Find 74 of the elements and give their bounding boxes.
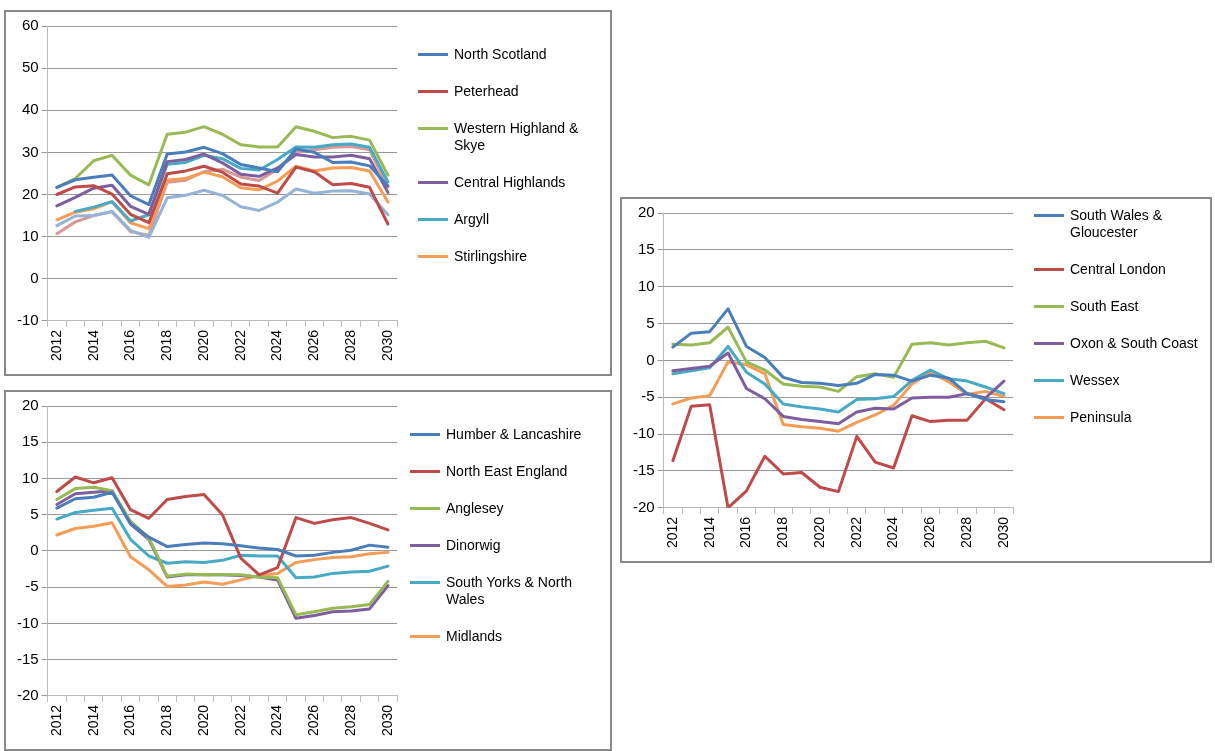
- y-tick-label: 10: [637, 276, 655, 294]
- x-tick-label: 2028: [342, 704, 359, 737]
- x-tick-label: 2014: [700, 516, 717, 549]
- y-tick-label: -20: [632, 498, 655, 515]
- x-tick-label: 2016: [737, 516, 754, 549]
- y-tick-label: 20: [21, 396, 39, 414]
- legend-label: Western Highland & Skye: [454, 120, 579, 153]
- y-tick-label: -15: [16, 649, 39, 667]
- x-tick-label: 2018: [158, 329, 175, 362]
- legend-label: Peterhead: [454, 83, 519, 99]
- x-tick-label: 2022: [231, 704, 248, 737]
- legend-label: North East England: [446, 463, 568, 479]
- legend-label: Anglesey: [446, 500, 504, 516]
- y-tick-label: 0: [30, 268, 39, 286]
- legend-label: Humber & Lancashire: [446, 426, 582, 442]
- x-tick-label: 2014: [84, 704, 101, 737]
- legend-label: South Yorks & North Wales: [446, 574, 573, 607]
- legend-label: Dinorwig: [446, 537, 501, 553]
- x-tick-label: 2016: [121, 704, 138, 737]
- legend-label: Central Highlands: [454, 174, 566, 190]
- x-tick-label: 2012: [663, 516, 680, 549]
- y-tick-label: -5: [25, 577, 39, 595]
- x-tick-label: 2024: [268, 704, 285, 737]
- y-tick-label: 20: [21, 184, 39, 202]
- y-tick-label: -15: [632, 461, 655, 479]
- x-tick-label: 2016: [121, 329, 138, 362]
- x-tick-label: 2012: [47, 704, 64, 737]
- x-tick-label: 2028: [958, 516, 975, 549]
- y-tick-label: 50: [21, 58, 39, 76]
- legend-label: South Wales & Gloucester: [1070, 207, 1163, 240]
- x-tick-label: 2026: [921, 516, 938, 549]
- x-tick-label: 2018: [774, 516, 791, 549]
- y-tick-label: -5: [641, 387, 655, 405]
- y-tick-label: -10: [16, 311, 39, 328]
- x-tick-label: 2020: [194, 704, 211, 737]
- x-tick-label: 2026: [305, 704, 322, 737]
- x-tick-label: 2012: [47, 329, 64, 362]
- y-tick-label: -10: [632, 424, 655, 442]
- y-tick-label: 5: [30, 504, 39, 522]
- legend-label: Argyll: [454, 211, 490, 227]
- legend-label: Peninsula: [1070, 409, 1132, 425]
- x-tick-label: 2020: [194, 329, 211, 362]
- y-tick-label: 60: [21, 16, 39, 34]
- legend-label: Central London: [1070, 261, 1166, 277]
- legend-label: Wessex: [1070, 372, 1120, 388]
- y-tick-label: 30: [21, 142, 39, 160]
- y-tick-label: 20: [637, 203, 655, 221]
- y-tick-label: 10: [21, 226, 39, 244]
- legend-label: South East: [1070, 298, 1139, 314]
- x-tick-label: 2030: [378, 329, 395, 362]
- y-tick-label: 0: [646, 350, 655, 368]
- x-tick-label: 2014: [84, 329, 101, 362]
- legend-label: Stirlingshire: [454, 248, 528, 264]
- y-tick-label: 0: [30, 541, 39, 559]
- x-tick-label: 2022: [231, 329, 248, 362]
- x-tick-label: 2028: [342, 329, 359, 362]
- x-tick-label: 2026: [305, 329, 322, 362]
- y-tick-label: -20: [16, 686, 39, 703]
- x-tick-label: 2030: [378, 704, 395, 737]
- y-tick-label: 15: [637, 240, 655, 257]
- y-tick-label: -10: [16, 613, 39, 631]
- legend-label: North Scotland: [454, 46, 547, 62]
- x-tick-label: 2024: [268, 329, 285, 362]
- legend-label: Midlands: [446, 628, 503, 644]
- y-tick-label: 40: [21, 100, 39, 118]
- y-tick-label: 10: [21, 468, 39, 486]
- x-tick-label: 2018: [158, 704, 175, 737]
- x-tick-label: 2024: [884, 516, 901, 549]
- x-tick-label: 2030: [994, 516, 1011, 549]
- y-tick-label: 15: [21, 432, 39, 450]
- x-tick-label: 2020: [810, 516, 827, 549]
- y-tick-label: 5: [646, 313, 655, 331]
- legend-label: Oxon & South Coast: [1070, 335, 1198, 351]
- x-tick-label: 2022: [847, 516, 864, 549]
